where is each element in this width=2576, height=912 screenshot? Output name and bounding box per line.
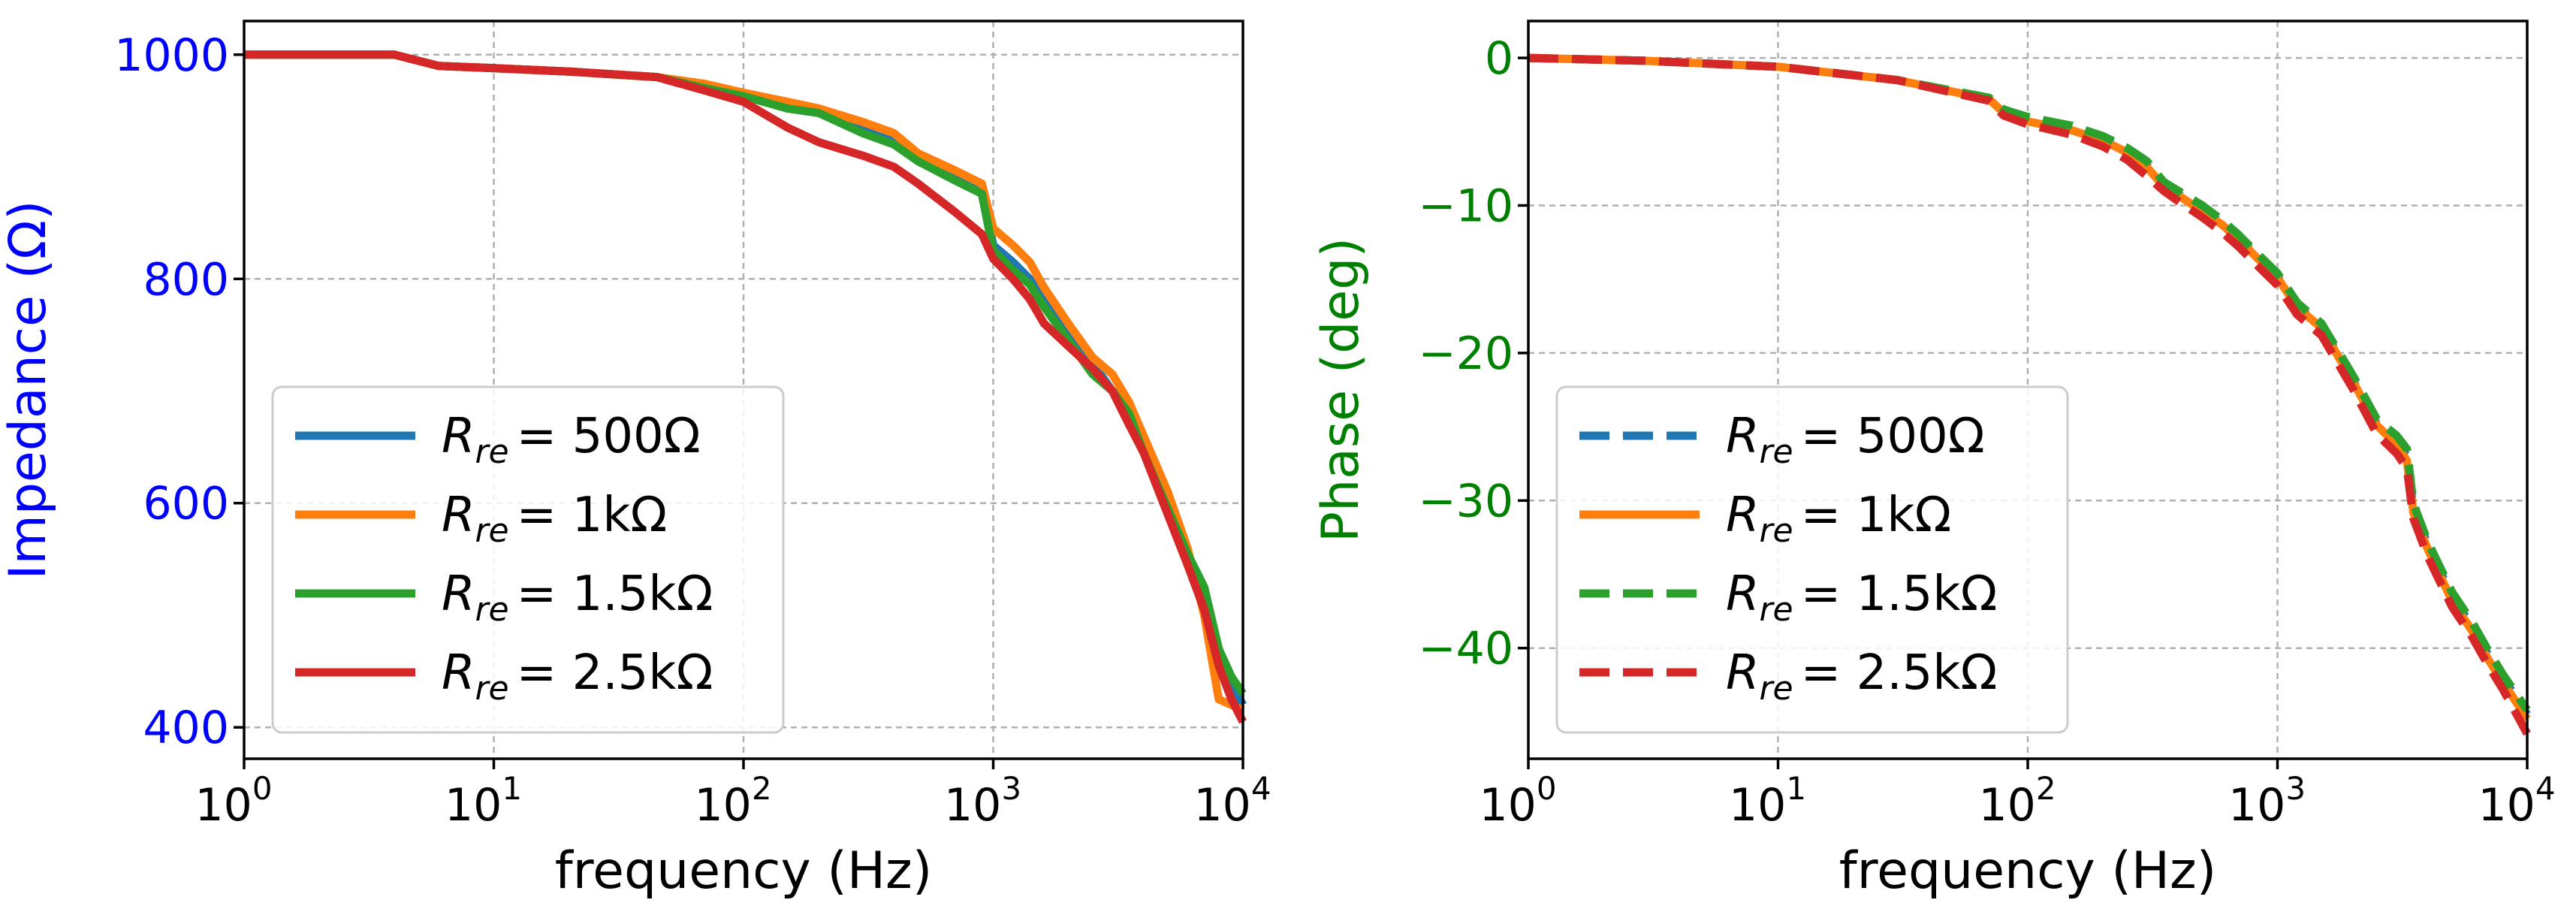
legend-box xyxy=(1555,385,2069,734)
x-tick-label: 101 xyxy=(445,770,522,832)
x-tick-label: 101 xyxy=(1729,770,1806,832)
legend-subscript: re xyxy=(1759,590,1793,629)
legend-symbol: R xyxy=(1726,409,1759,464)
y-ticks: 0 −10 −20 −30 −40 xyxy=(1418,32,1528,675)
series-line-3 xyxy=(1528,53,2531,713)
legend-symbol: R xyxy=(1726,488,1759,543)
x-tick-exponent: 0 xyxy=(1537,770,1557,807)
y-ticks: 400 600 800 1000 xyxy=(114,29,244,754)
legend-subscript: re xyxy=(1759,669,1793,708)
legend-label-4: Rre = 2.5kΩ xyxy=(1726,645,1997,708)
y-tick-label: 1000 xyxy=(114,29,229,82)
x-tick-exponent: 4 xyxy=(1251,770,1271,807)
x-tick-exponent: 2 xyxy=(752,770,772,807)
legend-subscript: re xyxy=(475,433,508,471)
x-axis-label: frequency (Hz) xyxy=(555,841,933,901)
x-tick-exponent: 1 xyxy=(502,770,522,807)
x-tick-label: 103 xyxy=(2228,770,2306,832)
legend-subscript: re xyxy=(1759,512,1793,550)
y-tick-label: −40 xyxy=(1418,623,1513,675)
y-tick-label: 800 xyxy=(143,253,229,306)
legend-label-3: Rre = 1.5kΩ xyxy=(442,566,713,629)
x-tick-label: 104 xyxy=(1193,770,1271,832)
x-tick-exponent: 3 xyxy=(2285,770,2306,807)
legend-value: = 1.5kΩ xyxy=(1801,566,1998,622)
legend-value: = 2.5kΩ xyxy=(1801,645,1998,701)
legend-label-2: Rre = 1kΩ xyxy=(442,488,667,550)
x-tick-exponent: 1 xyxy=(1786,770,1806,807)
series-line-4 xyxy=(1528,53,2531,736)
legend-value: = 500Ω xyxy=(1801,409,1985,464)
x-tick-exponent: 3 xyxy=(1001,770,1021,807)
legend-symbol: R xyxy=(442,409,475,464)
x-tick-label: 100 xyxy=(195,770,272,832)
x-ticks: 100 101 102 103 104 xyxy=(1479,759,2556,832)
series-group xyxy=(1528,53,2531,736)
legend-value: = 1.5kΩ xyxy=(517,566,713,622)
y-axis-label: Phase (deg) xyxy=(1311,237,1371,542)
legend-value: = 500Ω xyxy=(517,409,701,464)
legend-label-2: Rre = 1kΩ xyxy=(1726,488,1951,550)
x-tick-label: 102 xyxy=(1978,770,2056,832)
legend-symbol: R xyxy=(442,566,475,622)
legend-subscript: re xyxy=(475,512,508,550)
y-tick-label: 600 xyxy=(143,478,229,530)
x-tick-label: 104 xyxy=(2478,770,2555,832)
series-line-4 xyxy=(244,50,1247,724)
legend-symbol: R xyxy=(1726,645,1759,701)
x-tick-exponent: 2 xyxy=(2036,770,2056,807)
legend-label-1: Rre = 500Ω xyxy=(442,409,701,471)
x-tick-label: 102 xyxy=(694,770,771,832)
x-tick-label: 100 xyxy=(1479,770,1556,832)
legend-value: = 1kΩ xyxy=(517,488,668,543)
legend-subscript: re xyxy=(1759,433,1793,471)
x-tick-label: 103 xyxy=(944,770,1021,832)
legend-box xyxy=(271,385,785,734)
series-group xyxy=(244,50,1247,724)
legend-subscript: re xyxy=(475,669,508,708)
legend-value: = 1kΩ xyxy=(1801,488,1952,543)
x-ticks: 100 101 102 103 104 xyxy=(195,759,1271,832)
x-axis-label: frequency (Hz) xyxy=(1839,841,2217,901)
y-tick-label: 0 xyxy=(1485,32,1513,85)
x-tick-exponent: 0 xyxy=(252,770,273,807)
legend-value: = 2.5kΩ xyxy=(517,645,713,701)
y-axis-label: Impedance (Ω) xyxy=(0,200,58,579)
x-tick-exponent: 4 xyxy=(2535,770,2556,807)
y-tick-label: −30 xyxy=(1418,475,1513,527)
legend-symbol: R xyxy=(442,645,475,701)
legend-label-3: Rre = 1.5kΩ xyxy=(1726,566,1997,629)
legend-symbol: R xyxy=(442,488,475,543)
y-tick-label: 400 xyxy=(143,702,229,754)
y-tick-label: −20 xyxy=(1418,328,1513,380)
legend-subscript: re xyxy=(475,590,508,629)
legend-label-4: Rre = 2.5kΩ xyxy=(442,645,713,708)
legend-symbol: R xyxy=(1726,566,1759,622)
y-tick-label: −10 xyxy=(1418,180,1513,233)
legend-label-1: Rre = 500Ω xyxy=(1726,409,1985,471)
